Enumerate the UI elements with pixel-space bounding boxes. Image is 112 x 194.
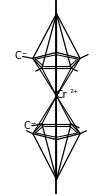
Text: −: − bbox=[21, 50, 26, 55]
Text: Cr: Cr bbox=[55, 90, 67, 100]
Text: C: C bbox=[14, 51, 21, 61]
Text: 2+: 2+ bbox=[69, 89, 78, 94]
Text: −: − bbox=[30, 120, 35, 125]
Text: C: C bbox=[23, 121, 30, 131]
